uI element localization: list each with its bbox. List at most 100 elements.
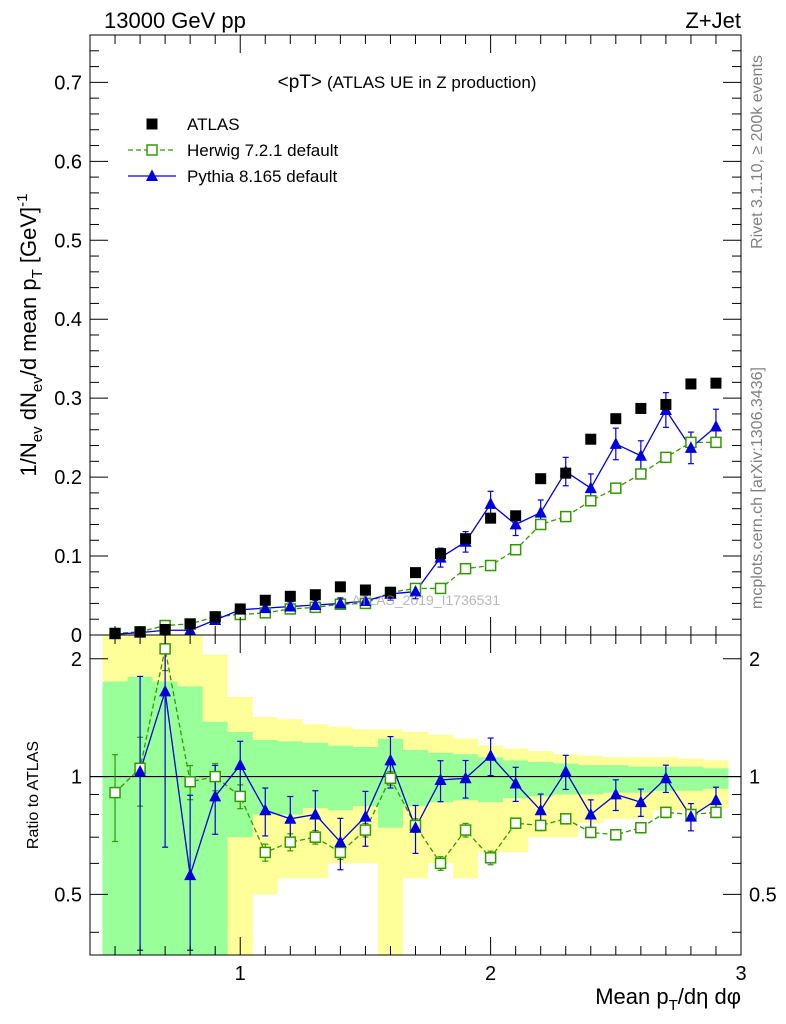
herwig-ratio-point <box>284 836 297 848</box>
svg-text:1/Nev dNev/d mean pT [GeV]-1: 1/Nev dNev/d mean pT [GeV]-1 <box>14 194 46 477</box>
main-ytick-label: 0.4 <box>54 309 82 331</box>
herwig-point <box>585 495 597 507</box>
ratio-ytick-label-left: 0.5 <box>54 884 82 906</box>
herwig-ratio-point <box>559 813 572 825</box>
herwig-ratio-point <box>459 824 472 836</box>
pythia-ratio-point <box>609 787 622 800</box>
legend-label: Pythia 8.165 default <box>187 167 338 186</box>
atlas-point <box>510 510 522 522</box>
legend-entry-atlas: ATLAS <box>146 115 240 134</box>
energy-label: 13000 GeV pp <box>104 8 246 33</box>
herwig-ratio-point <box>334 846 347 859</box>
herwig-point <box>484 559 497 572</box>
plot-title-main: <pT> <box>278 72 322 93</box>
pythia-ratio-point <box>659 771 672 784</box>
pythia-ratio-point <box>584 807 597 820</box>
herwig-ratio-point <box>184 775 196 788</box>
ratio-y-axis-title: Ratio to ATLAS <box>25 741 42 849</box>
pythia-point <box>359 594 372 607</box>
pythia-ratio-point <box>309 807 322 820</box>
ratio-ytick-label-left: 2 <box>71 649 82 671</box>
atlas-point <box>585 433 597 445</box>
tick-labels: 0 0.1 0.2 0.3 0.4 0.5 0.6 0.7 1 2 3 0.5 0.5 1 1 2 2 <box>54 72 777 985</box>
herwig-ratio-point <box>234 790 246 803</box>
herwig-ratio-point <box>660 806 672 819</box>
main-ytick-label: 0.3 <box>54 388 82 410</box>
xtick-label: 2 <box>485 963 496 985</box>
pythia-ratio-point <box>709 793 723 806</box>
ratio-ytick-label-right: 1 <box>749 767 760 789</box>
herwig-ratio-point <box>585 826 597 839</box>
pythia-ratio-point <box>284 812 297 824</box>
ratio-plot <box>109 634 723 951</box>
legend-entry-herwig: Herwig 7.2.1 default <box>128 141 338 160</box>
atlas-point <box>660 398 672 410</box>
main-ytick-label: 0.6 <box>54 151 82 173</box>
atlas-point <box>710 377 722 389</box>
pythia-ratio-point <box>509 776 522 789</box>
herwig-ratio-point <box>509 817 522 829</box>
herwig-ratio-point <box>309 831 322 843</box>
pythia-point <box>534 506 547 518</box>
xtick-label: 3 <box>735 963 746 985</box>
herwig-point <box>559 510 572 523</box>
atlas-point <box>560 467 572 479</box>
pythia-ratio-point <box>459 771 472 784</box>
atlas-point <box>610 413 622 425</box>
pythia-point <box>309 598 322 610</box>
legend: ATLAS Herwig 7.2.1 default Pythia 8.165 de… <box>128 115 338 186</box>
herwig-ratio-point <box>109 786 121 799</box>
pythia-point <box>509 517 522 530</box>
legend-label: Herwig 7.2.1 default <box>187 141 338 160</box>
atlas-point <box>259 594 271 606</box>
atlas-point <box>685 378 697 390</box>
pythia-ratio-point <box>234 758 247 771</box>
pythia-point <box>259 601 272 614</box>
pythia-ratio-point <box>359 810 372 822</box>
legend-pythia-marker <box>145 169 159 181</box>
herwig-point <box>534 518 547 531</box>
herwig-point <box>635 468 647 480</box>
herwig-ratio-point <box>610 829 622 841</box>
herwig-point <box>710 436 722 449</box>
herwig-ratio-point <box>484 852 497 864</box>
pythia-ratio-point <box>184 868 197 881</box>
herwig-ratio-point <box>534 819 547 832</box>
atlas-point <box>435 548 447 560</box>
axis-ticks <box>89 35 742 955</box>
analysis-watermark: ATLAS_2019_I1736531 <box>352 592 501 608</box>
atlas-point <box>359 584 371 596</box>
pythia-point <box>284 599 297 612</box>
atlas-point <box>460 533 472 545</box>
herwig-point <box>459 562 472 575</box>
pythia-ratio-point <box>534 803 547 816</box>
legend-label: ATLAS <box>187 115 240 134</box>
atlas-point <box>410 567 421 579</box>
ratio-uncertainty-bands <box>90 635 741 955</box>
rivet-label: Rivet 3.1.10, ≥ 200k events <box>749 55 766 249</box>
pythia-point <box>484 497 497 509</box>
herwig-ratio-point <box>384 772 397 785</box>
atlas-point <box>535 473 547 485</box>
pythia-ratio-point <box>134 764 147 777</box>
plot-title-sub: (ATLAS UE in Z production) <box>327 73 536 92</box>
main-ytick-label: 0.7 <box>54 72 82 94</box>
main-ytick-label: 0 <box>71 625 82 647</box>
pythia-ratio-line <box>139 691 717 876</box>
main-ytick-label: 0.5 <box>54 230 82 252</box>
xtick-label: 1 <box>235 963 246 985</box>
herwig-ratio-point <box>635 821 647 834</box>
mcplots-label: mcplots.cern.ch [arXiv:1306.3436] <box>749 367 766 609</box>
x-axis-title: Mean pT/dη dφ <box>595 984 741 1014</box>
main-plot <box>108 377 723 640</box>
atlas-point <box>209 611 221 623</box>
process-label: Z+Jet <box>685 8 741 33</box>
pythia-ratio-point <box>159 684 172 697</box>
herwig-ratio-point <box>434 857 447 870</box>
pythia-point <box>609 437 622 449</box>
pythia-ratio-point <box>409 821 422 833</box>
atlas-point <box>184 618 196 630</box>
ratio-ytick-label-right: 2 <box>749 649 760 671</box>
ratio-band-inner <box>102 676 729 955</box>
